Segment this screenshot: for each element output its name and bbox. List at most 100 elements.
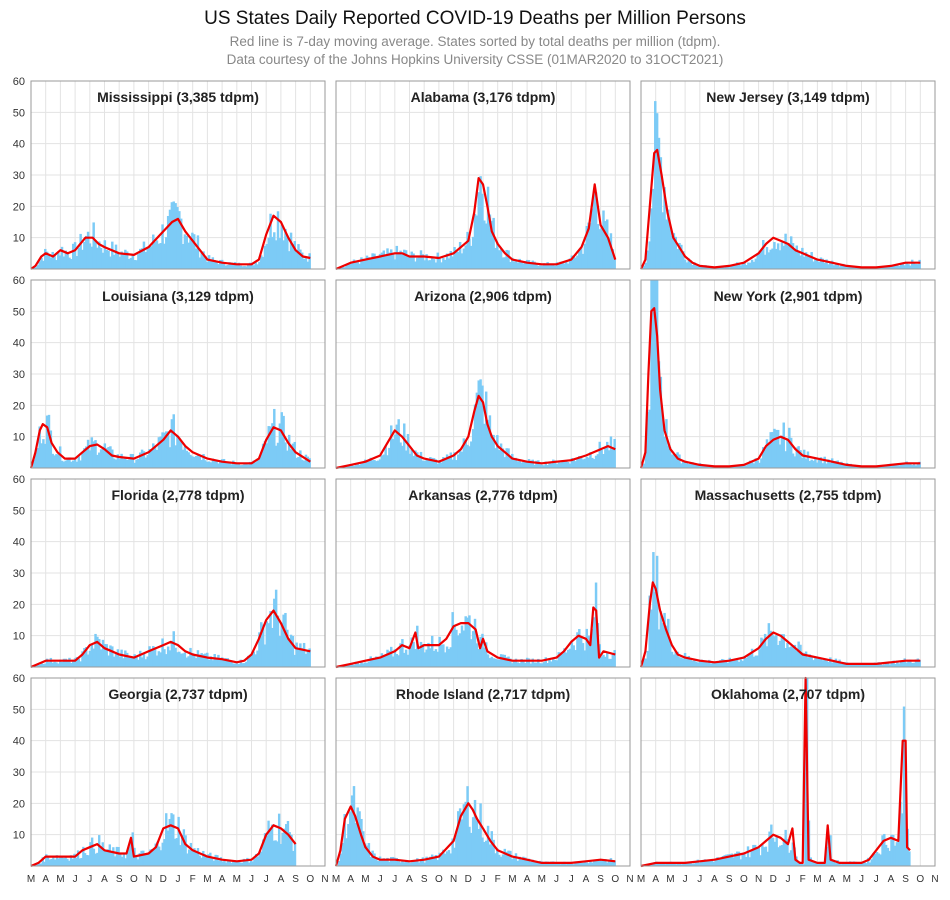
daily-bar xyxy=(306,261,310,269)
x-tick-label: A xyxy=(888,874,895,885)
x-tick-label: A xyxy=(406,874,413,885)
daily-bar xyxy=(42,663,45,667)
daily-bar xyxy=(84,235,88,269)
daily-bar xyxy=(514,853,518,866)
daily-bar xyxy=(829,462,832,468)
daily-bar xyxy=(762,240,765,269)
daily-bar xyxy=(730,853,734,866)
daily-bar xyxy=(207,659,211,667)
daily-bar xyxy=(289,232,293,269)
daily-bar xyxy=(417,456,421,468)
daily-bar xyxy=(903,658,907,667)
daily-bar xyxy=(401,254,404,269)
daily-bar xyxy=(155,240,159,269)
daily-bar xyxy=(535,263,538,269)
daily-bar xyxy=(425,458,428,468)
daily-bar xyxy=(883,664,886,667)
daily-bar xyxy=(203,854,207,866)
daily-bar xyxy=(245,462,248,468)
daily-bar xyxy=(856,863,859,866)
daily-bar xyxy=(522,659,525,667)
daily-bar xyxy=(195,852,198,866)
daily-bar xyxy=(393,434,397,468)
daily-bar xyxy=(551,658,555,667)
daily-bar xyxy=(391,254,395,269)
daily-bar xyxy=(150,449,153,468)
daily-bar xyxy=(609,658,613,667)
daily-bar xyxy=(843,863,847,866)
daily-bar xyxy=(245,266,248,269)
daily-bar xyxy=(555,660,559,667)
daily-bar xyxy=(419,451,423,468)
daily-bar xyxy=(847,863,850,866)
daily-bar xyxy=(711,662,715,667)
daily-bar xyxy=(655,113,659,269)
daily-bar xyxy=(509,456,512,468)
y-tick-label: 10 xyxy=(13,233,25,245)
daily-bar xyxy=(858,665,862,667)
daily-bar xyxy=(215,261,218,269)
daily-bar xyxy=(646,650,650,667)
daily-bar xyxy=(216,855,219,866)
daily-bar xyxy=(189,454,192,468)
daily-bar xyxy=(200,653,203,667)
daily-bar xyxy=(406,654,410,667)
moving-average-line xyxy=(639,581,921,668)
daily-bar xyxy=(897,835,900,866)
x-tick-label: M xyxy=(361,874,369,885)
daily-bar xyxy=(568,463,572,468)
daily-bar xyxy=(881,835,884,866)
daily-bar xyxy=(79,460,82,468)
daily-bar xyxy=(198,855,201,866)
daily-bar xyxy=(460,819,464,866)
daily-bar xyxy=(382,454,386,468)
daily-bar xyxy=(287,638,291,667)
daily-bar xyxy=(589,452,592,468)
daily-bar xyxy=(583,860,587,866)
daily-bar xyxy=(247,862,251,866)
daily-bar xyxy=(829,262,832,269)
daily-bar xyxy=(215,460,218,468)
daily-bar xyxy=(748,460,752,468)
daily-bar xyxy=(743,852,746,866)
panel: Oklahoma (2,707 tdpm) xyxy=(640,676,936,868)
daily-bar xyxy=(802,449,806,468)
daily-bar xyxy=(165,813,168,866)
daily-bar xyxy=(373,253,376,269)
x-tick-label: N xyxy=(931,874,938,885)
daily-bar xyxy=(367,257,371,269)
daily-bar xyxy=(284,442,287,468)
daily-bar xyxy=(511,257,514,269)
daily-bar xyxy=(786,243,789,269)
daily-bar xyxy=(748,653,752,667)
daily-bar xyxy=(354,465,358,468)
daily-bar xyxy=(111,241,114,269)
daily-bar xyxy=(693,463,696,468)
daily-bar xyxy=(509,658,512,667)
daily-bar xyxy=(483,842,486,866)
daily-bar xyxy=(274,589,278,667)
daily-bar xyxy=(286,629,289,667)
daily-bar xyxy=(665,419,668,468)
daily-bar xyxy=(192,234,196,269)
daily-bar xyxy=(436,860,440,866)
daily-bar xyxy=(758,649,761,667)
daily-bar xyxy=(512,660,516,667)
daily-bar xyxy=(120,251,123,269)
daily-bar xyxy=(910,259,914,269)
daily-bar xyxy=(378,459,382,468)
daily-bar xyxy=(258,632,261,667)
daily-bar xyxy=(778,250,782,269)
daily-bar xyxy=(122,254,125,269)
daily-bar xyxy=(767,252,771,269)
daily-bar xyxy=(256,264,259,269)
daily-bar xyxy=(137,659,140,667)
x-tick-label: M xyxy=(666,874,674,885)
daily-bar xyxy=(453,247,456,269)
daily-bar xyxy=(525,657,529,667)
daily-bar xyxy=(557,263,561,269)
daily-bar xyxy=(527,858,531,866)
daily-bar xyxy=(680,657,683,667)
daily-bar xyxy=(118,256,121,269)
daily-bar xyxy=(64,856,67,866)
